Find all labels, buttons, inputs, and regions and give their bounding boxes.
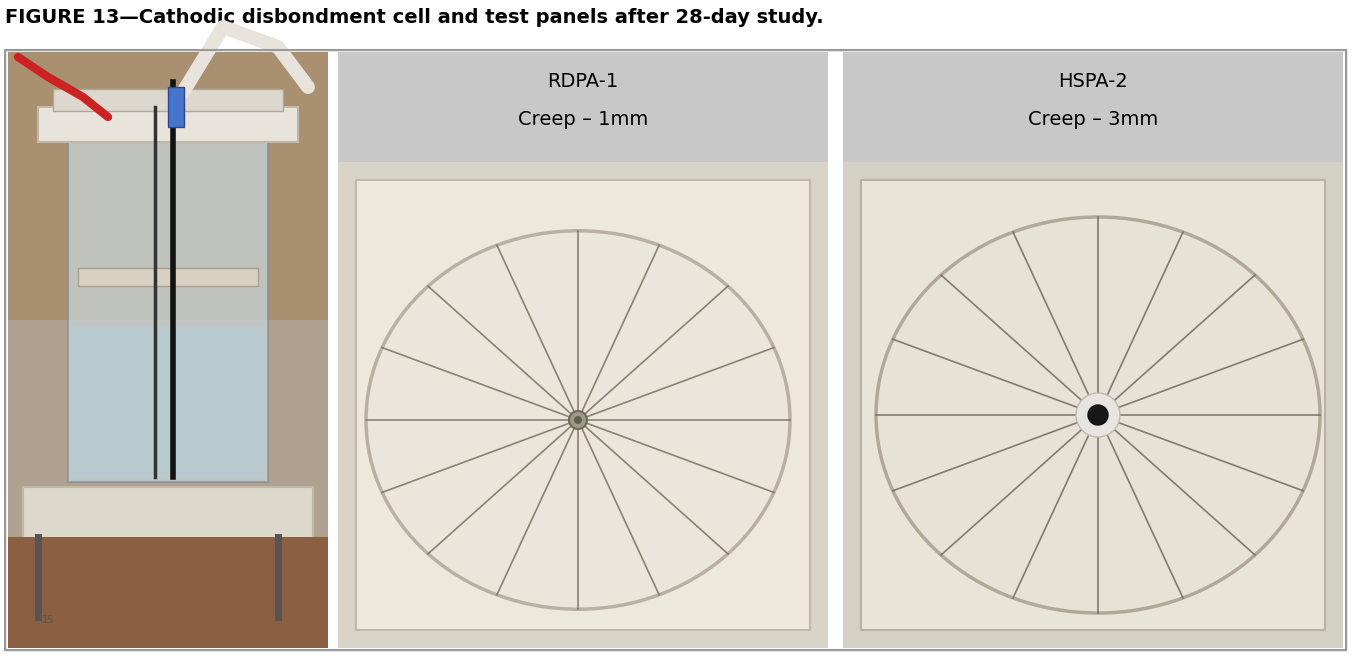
Text: Creep – 1mm: Creep – 1mm (517, 110, 648, 129)
Bar (8, 52, 328, 648)
Bar (8, 52, 328, 320)
Bar (168, 87, 184, 127)
Circle shape (1088, 405, 1108, 425)
Bar (338, 52, 828, 162)
Text: Creep – 3mm: Creep – 3mm (1028, 110, 1158, 129)
Circle shape (574, 416, 582, 424)
Bar (357, 180, 811, 630)
Bar (861, 180, 1325, 630)
Circle shape (569, 411, 586, 429)
Bar (53, 89, 282, 111)
Ellipse shape (366, 231, 790, 609)
Circle shape (1075, 393, 1120, 437)
Bar (8, 537, 328, 648)
Text: RDPA-1: RDPA-1 (547, 72, 619, 91)
Text: 15: 15 (42, 615, 54, 625)
Ellipse shape (875, 217, 1320, 613)
Bar (38, 107, 299, 142)
Bar (72, 327, 263, 478)
Bar (843, 162, 1343, 648)
Bar (23, 487, 313, 542)
Text: HSPA-2: HSPA-2 (1058, 72, 1128, 91)
Bar (78, 268, 258, 286)
Bar (843, 52, 1343, 162)
Bar (338, 162, 828, 648)
Bar (68, 137, 267, 482)
Text: FIGURE 13—Cathodic disbondment cell and test panels after 28-day study.: FIGURE 13—Cathodic disbondment cell and … (5, 8, 824, 27)
